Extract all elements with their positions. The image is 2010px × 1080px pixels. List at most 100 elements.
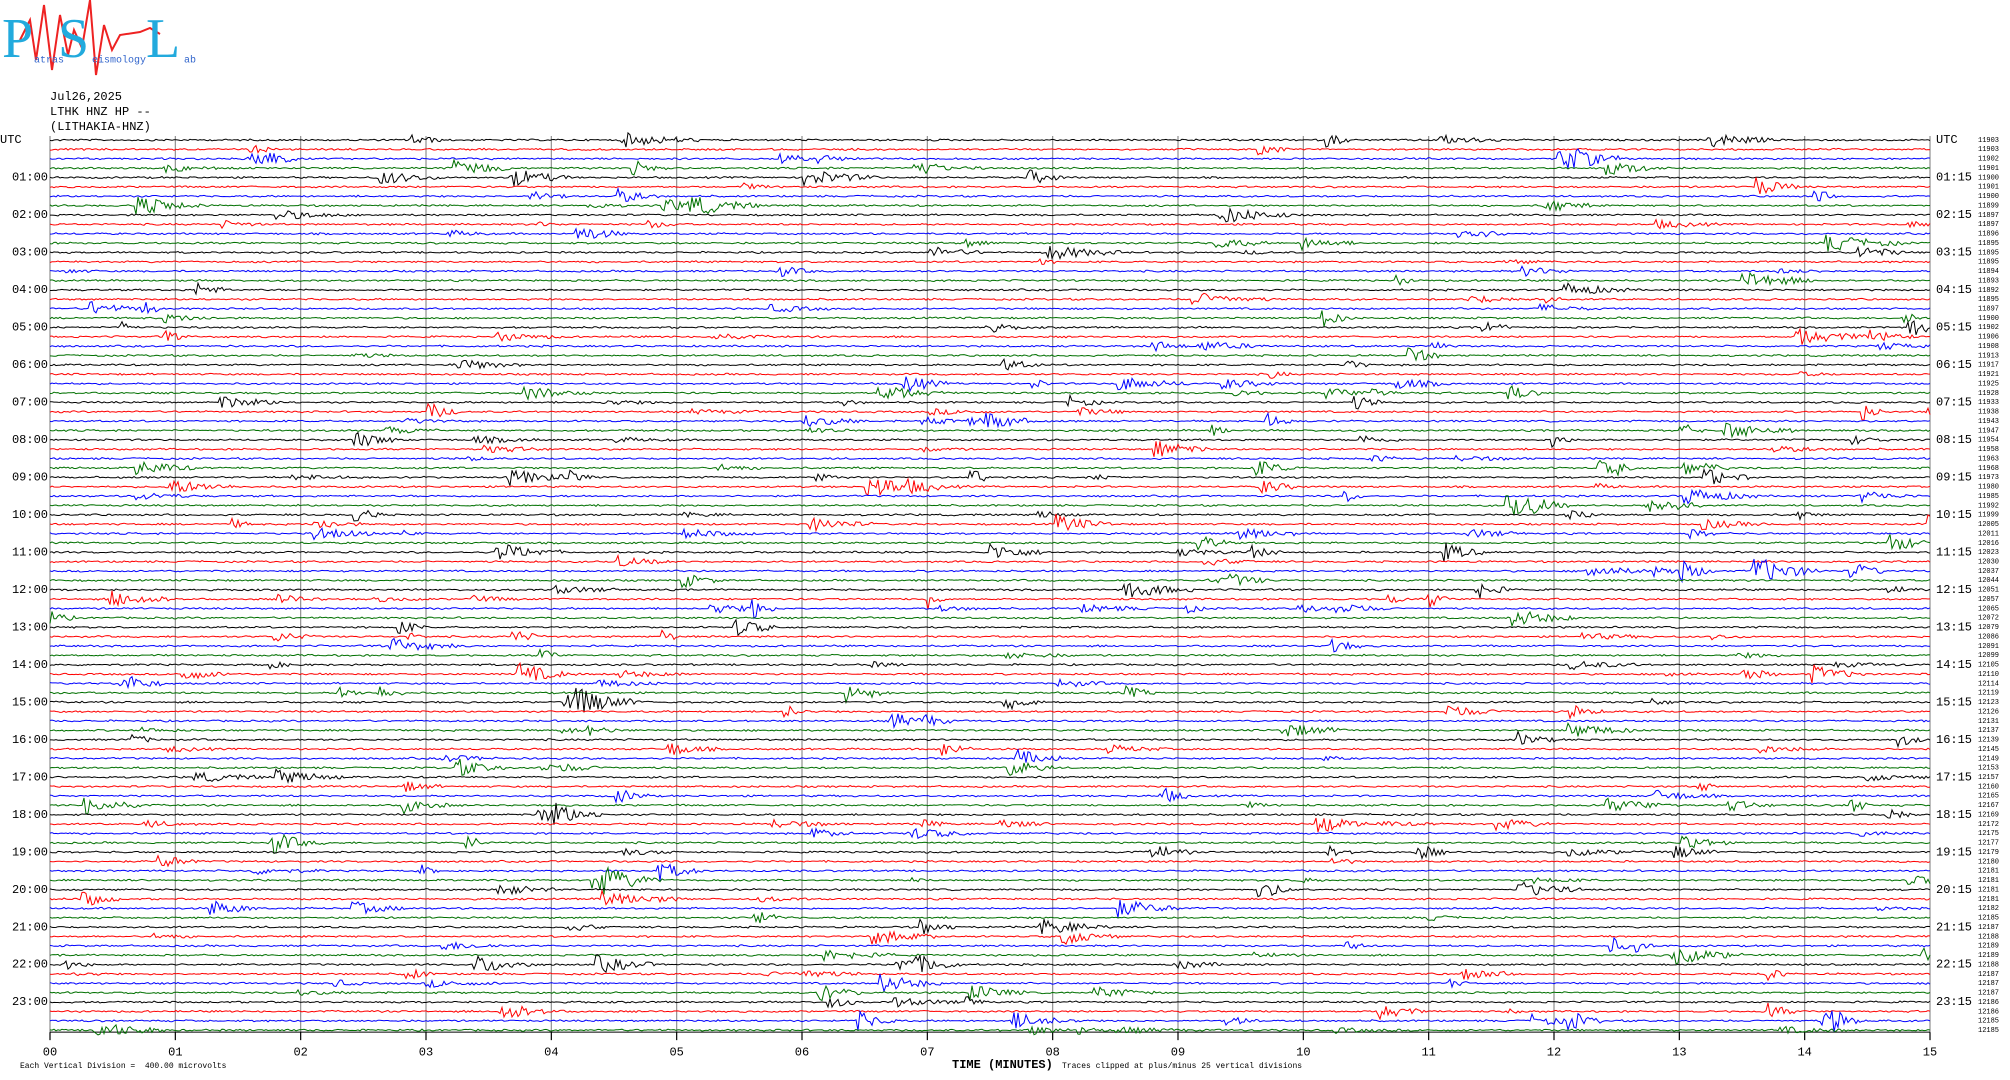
trace — [49, 495, 1931, 516]
row-value: 11897 — [1978, 212, 1999, 220]
row-value: 11992 — [1978, 502, 1999, 510]
trace — [49, 954, 1931, 973]
right-time-label: 05:15 — [1936, 321, 1972, 335]
left-time-label: 07:00 — [12, 396, 48, 410]
row-value: 12187 — [1978, 924, 1999, 932]
trace — [49, 513, 1931, 533]
trace — [49, 310, 1931, 327]
x-tick-label: 12 — [1547, 1045, 1561, 1059]
trace — [49, 218, 1931, 230]
left-time-label: 05:00 — [12, 321, 48, 335]
trace — [49, 376, 1931, 393]
row-value: 12030 — [1978, 558, 1999, 566]
row-value: 11900 — [1978, 193, 1999, 201]
x-tick-label: 07 — [920, 1045, 934, 1059]
row-value: 11894 — [1978, 268, 1999, 276]
header-date: Jul26,2025 — [50, 90, 122, 104]
row-value: 11895 — [1978, 296, 1999, 304]
left-time-label: 15:00 — [12, 695, 48, 709]
row-value: 11985 — [1978, 493, 1999, 501]
trace — [49, 647, 1931, 660]
trace — [49, 488, 1931, 505]
trace — [49, 930, 1931, 945]
trace — [49, 300, 1931, 315]
right-time-label: 20:15 — [1936, 883, 1972, 897]
trace — [49, 863, 1931, 882]
right-time-label: 17:15 — [1936, 770, 1972, 784]
trace — [49, 327, 1931, 345]
right-time-label: 14:15 — [1936, 658, 1972, 672]
row-value: 11899 — [1978, 202, 1999, 210]
x-tick-label: 00 — [43, 1045, 57, 1059]
row-value: 11897 — [1978, 306, 1999, 314]
left-time-label: 10:00 — [12, 508, 48, 522]
row-value: 11980 — [1978, 484, 1999, 492]
row-value: 12044 — [1978, 577, 1999, 585]
row-value: 11895 — [1978, 240, 1999, 248]
trace — [49, 844, 1931, 860]
row-value: 12153 — [1978, 765, 1999, 773]
row-value: 12105 — [1978, 662, 1999, 670]
row-value: 12179 — [1978, 849, 1999, 857]
row-value: 11973 — [1978, 474, 1999, 482]
row-value: 12131 — [1978, 718, 1999, 726]
logo-word: eismology — [92, 55, 146, 67]
row-value: 12187 — [1978, 990, 1999, 998]
row-value: 12126 — [1978, 708, 1999, 716]
row-value: 12005 — [1978, 521, 1999, 529]
trace — [49, 721, 1931, 737]
traces — [49, 131, 1931, 1036]
trace — [49, 340, 1931, 353]
left-time-label: 13:00 — [12, 620, 48, 634]
row-value: 11928 — [1978, 390, 1999, 398]
row-value: 11903 — [1978, 146, 1999, 154]
row-value: 12187 — [1978, 971, 1999, 979]
trace — [49, 881, 1931, 898]
trace — [49, 918, 1931, 935]
trace — [49, 713, 1931, 730]
trace — [49, 629, 1931, 642]
trace — [49, 936, 1931, 953]
row-value: 12157 — [1978, 774, 1999, 782]
logo-letter: P — [2, 8, 33, 70]
row-value: 12167 — [1978, 802, 1999, 810]
trace — [49, 743, 1931, 756]
row-value: 11999 — [1978, 512, 1999, 520]
row-value: 12185 — [1978, 1027, 1999, 1035]
row-value: 11906 — [1978, 334, 1999, 342]
right-time-label: 22:15 — [1936, 958, 1972, 972]
row-value: 12114 — [1978, 680, 1999, 688]
row-value: 12119 — [1978, 690, 1999, 698]
trace — [49, 227, 1931, 239]
row-value: 12186 — [1978, 999, 1999, 1007]
row-value: 11943 — [1978, 418, 1999, 426]
row-value: 12091 — [1978, 643, 1999, 651]
x-tick-label: 05 — [669, 1045, 683, 1059]
right-time-label: 16:15 — [1936, 733, 1972, 747]
trace — [49, 797, 1931, 816]
trace — [49, 158, 1931, 176]
trace — [49, 660, 1931, 671]
logo-letter: L — [146, 8, 180, 70]
trace — [50, 281, 1931, 296]
trace — [49, 454, 1931, 463]
row-value: 11902 — [1978, 156, 1999, 164]
row-value: 12188 — [1978, 933, 1999, 941]
trace — [49, 186, 1931, 202]
trace — [49, 817, 1931, 833]
right-time-label: 19:15 — [1936, 845, 1972, 859]
trace — [49, 912, 1931, 924]
left-time-label: 18:00 — [12, 808, 48, 822]
row-value: 12057 — [1978, 596, 1999, 604]
row-value: 12181 — [1978, 896, 1999, 904]
right-time-label: 08:15 — [1936, 433, 1972, 447]
x-tick-label: 02 — [293, 1045, 307, 1059]
logo-word: ab — [184, 55, 196, 67]
trace — [49, 371, 1931, 379]
row-value: 11903 — [1978, 137, 1999, 145]
trace — [49, 599, 1931, 620]
right-time-label: 21:15 — [1936, 920, 1972, 934]
trace — [49, 684, 1931, 705]
trace — [49, 177, 1931, 195]
